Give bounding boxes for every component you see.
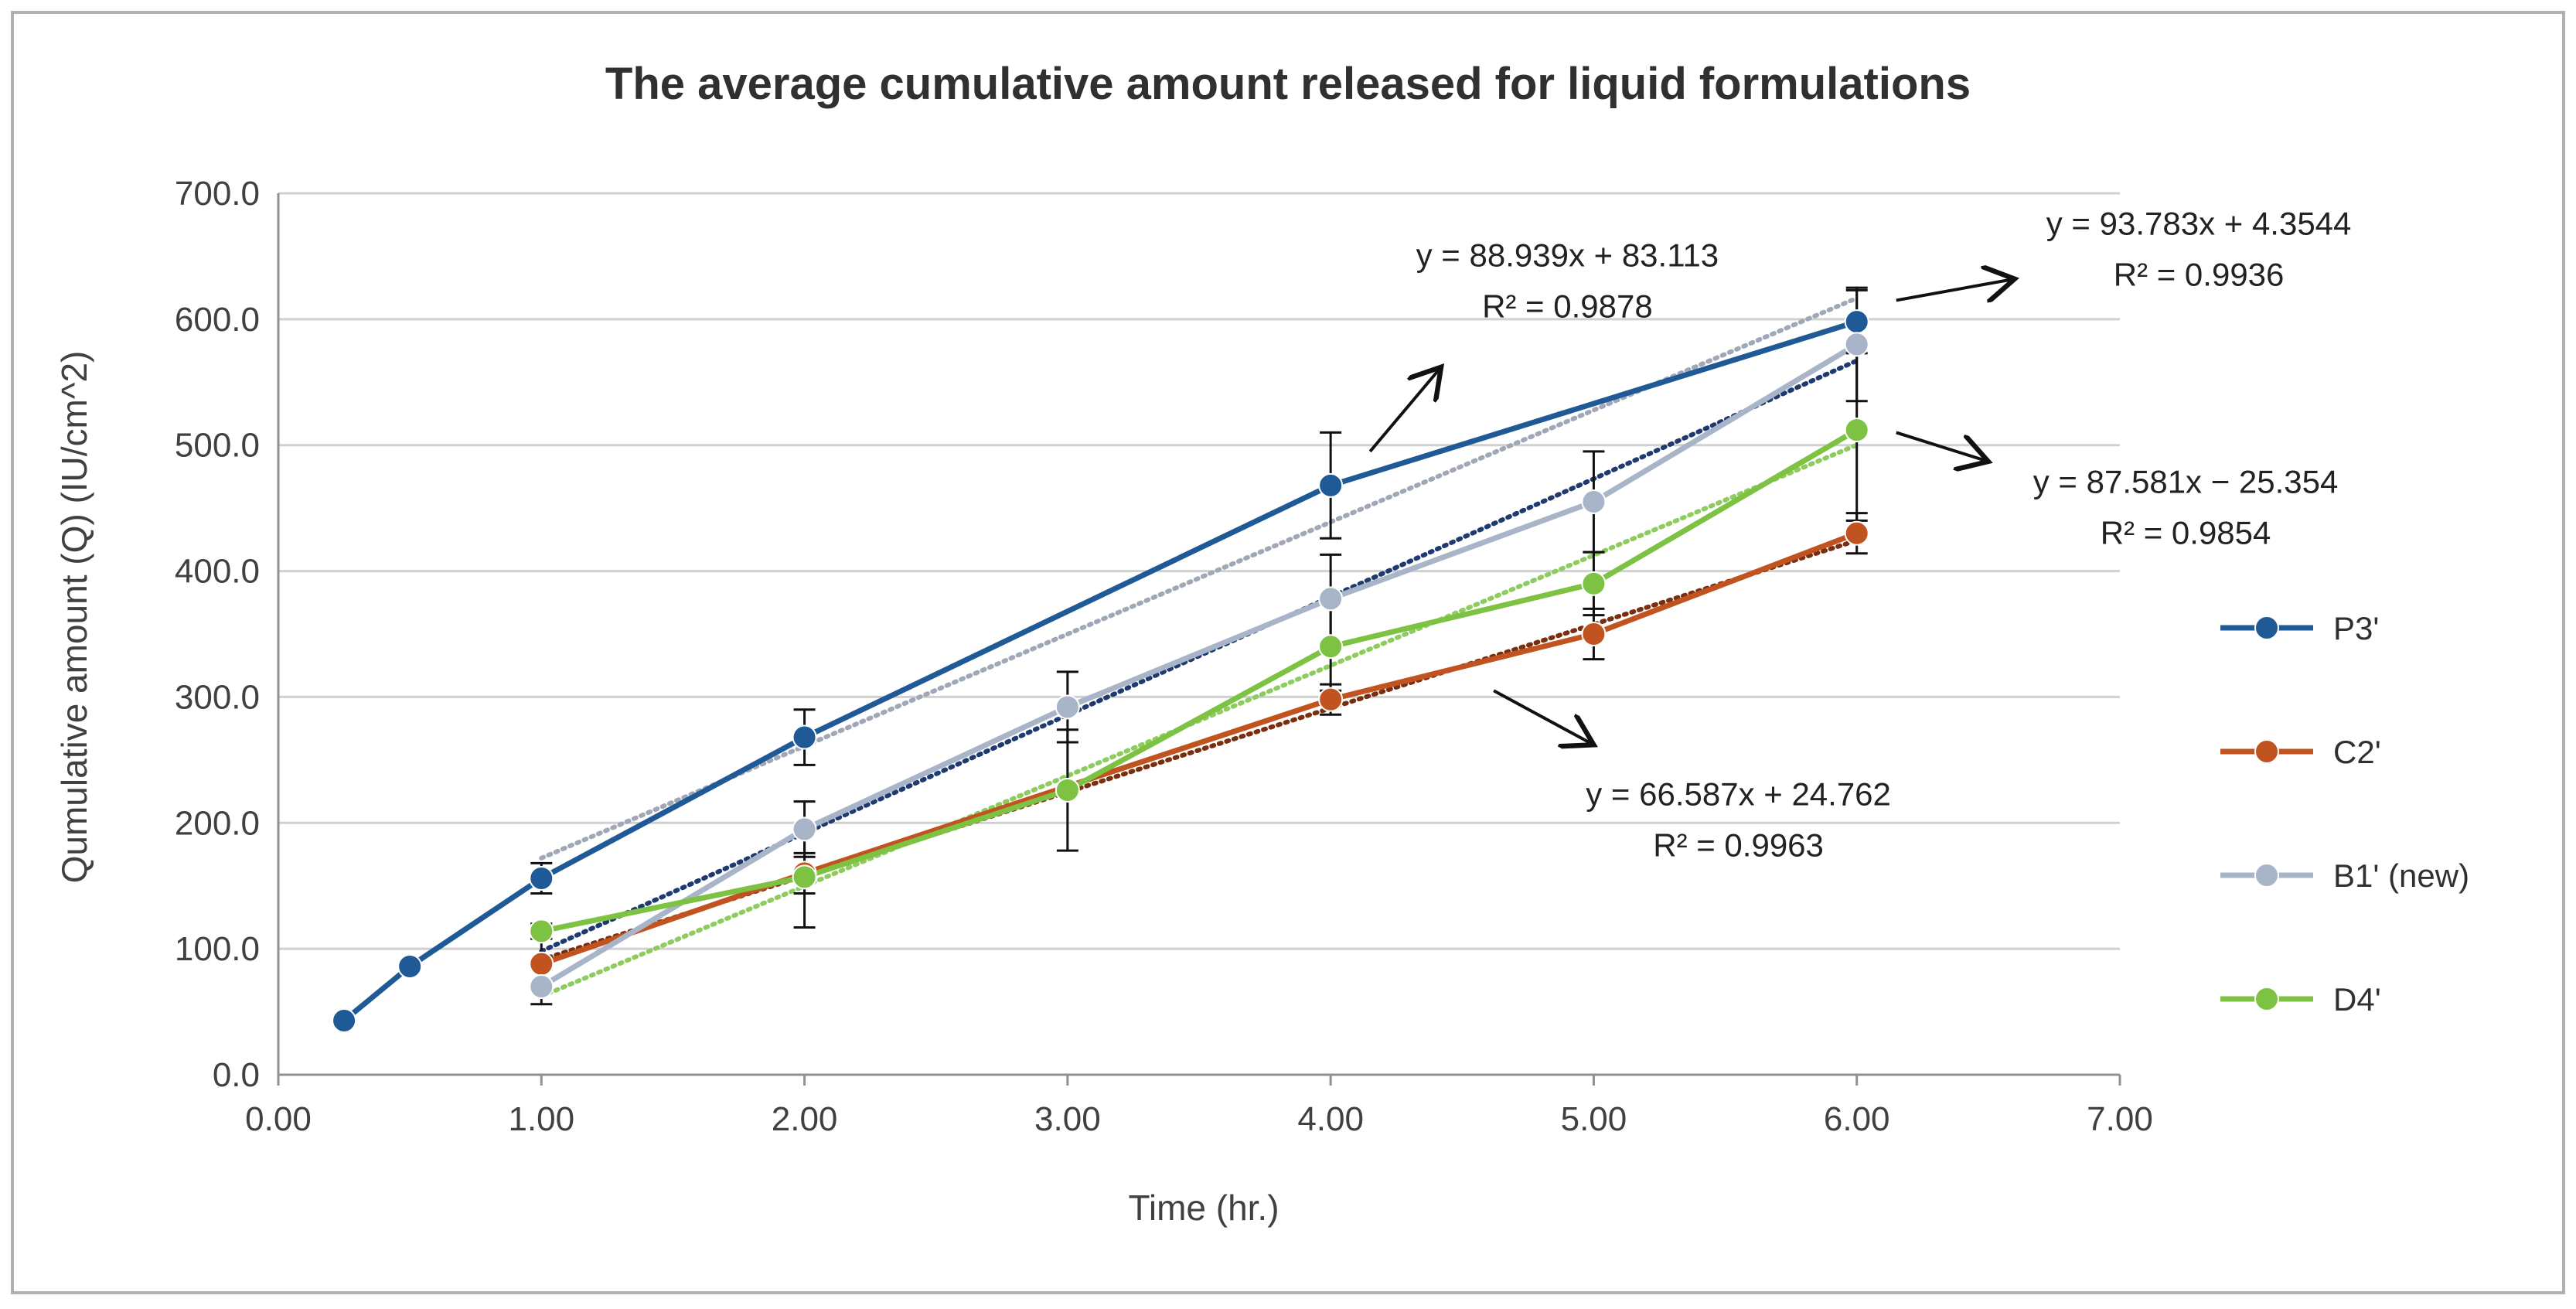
- legend-label: P3': [2333, 610, 2379, 646]
- data-point: [1581, 622, 1607, 646]
- y-tick-label: 600.0: [175, 301, 260, 339]
- data-point: [1581, 571, 1607, 596]
- trendline-equation: y = 66.587x + 24.762: [1586, 776, 1891, 812]
- y-tick-label: 500.0: [175, 427, 260, 465]
- tick-labels: 0.0 100.0 200.0 300.0 400.0 500.0 600.0 700.0 0.…: [175, 175, 2153, 1138]
- legend-marker: [2254, 739, 2279, 764]
- trendline-equations: y = 88.939x + 83.113 R² = 0.9878 y = 93.78…: [1416, 206, 2352, 864]
- series-line: [540, 342, 1859, 990]
- data-point: [1055, 694, 1080, 720]
- x-tick-label: 3.00: [1034, 1100, 1101, 1138]
- x-tick-label: 1.00: [508, 1100, 574, 1138]
- data-point: [792, 816, 817, 842]
- data-point: [1318, 472, 1344, 498]
- axes: [277, 193, 2121, 1086]
- data-point: [1055, 777, 1080, 803]
- annotation-arrow: [1896, 431, 1988, 461]
- trendline-r-squared: R² = 0.9854: [2101, 515, 2271, 551]
- data-point: [529, 951, 554, 977]
- chart-title: The average cumulative amount released f…: [605, 59, 1971, 109]
- x-tick-label: 0.00: [245, 1100, 312, 1138]
- trendline-r-squared: R² = 0.9936: [2114, 257, 2285, 293]
- y-tick-label: 0.0: [213, 1056, 260, 1094]
- data-point: [1844, 309, 1869, 335]
- trendline-equation: y = 93.783x + 4.3544: [2046, 206, 2352, 242]
- x-tick-label: 4.00: [1297, 1100, 1364, 1138]
- data-point: [529, 919, 554, 944]
- data-point: [792, 724, 817, 750]
- y-tick-label: 700.0: [175, 175, 260, 213]
- legend-label: C2': [2333, 734, 2381, 770]
- x-axis-label: Time (hr.): [1128, 1188, 1279, 1228]
- x-tick-label: 2.00: [772, 1100, 838, 1138]
- gridlines: [278, 192, 2120, 950]
- data-point: [1844, 520, 1869, 546]
- y-tick-label: 400.0: [175, 553, 260, 591]
- data-point: [1318, 687, 1344, 712]
- legend-marker: [2254, 863, 2279, 888]
- y-axis-label: Qumulative amount (Q) (IU/cm^2): [54, 351, 94, 884]
- data-point: [332, 1007, 357, 1033]
- x-tick-label: 7.00: [2087, 1100, 2153, 1138]
- y-tick-label: 200.0: [175, 804, 260, 842]
- data-point: [529, 974, 554, 999]
- data-point: [1318, 634, 1344, 660]
- series-line: [342, 319, 1858, 1023]
- data-point: [1844, 332, 1869, 357]
- legend-marker: [2254, 987, 2279, 1011]
- trendline-r-squared: R² = 0.9963: [1653, 827, 1824, 863]
- annotation-arrows: [1368, 279, 2015, 745]
- data-point: [1581, 489, 1607, 514]
- annotation-arrow: [1896, 279, 2015, 301]
- x-tick-label: 5.00: [1561, 1100, 1627, 1138]
- y-tick-label: 300.0: [175, 678, 260, 716]
- trendline-r-squared: R² = 0.9878: [1482, 288, 1653, 324]
- data-points: [332, 309, 1869, 1033]
- data-point: [792, 864, 817, 890]
- chart-border: [11, 11, 2565, 1294]
- legend-marker: [2254, 615, 2279, 640]
- legend-label: B1' (new): [2333, 857, 2469, 894]
- y-tick-label: 100.0: [175, 930, 260, 968]
- legend-label: D4': [2333, 981, 2381, 1018]
- series-line: [540, 428, 1859, 934]
- annotation-arrow: [1368, 367, 1441, 453]
- data-point: [1318, 586, 1344, 612]
- trendline-equation: y = 88.939x + 83.113: [1416, 237, 1719, 273]
- x-tick-label: 6.00: [1824, 1100, 1890, 1138]
- trendline-equation: y = 87.581x − 25.354: [2033, 464, 2339, 500]
- data-point: [529, 865, 554, 891]
- data-point: [1844, 418, 1869, 443]
- legend: P3' C2' B1' (new) D4': [2220, 610, 2469, 1018]
- annotation-arrow: [1493, 689, 1593, 745]
- data-point: [397, 953, 423, 979]
